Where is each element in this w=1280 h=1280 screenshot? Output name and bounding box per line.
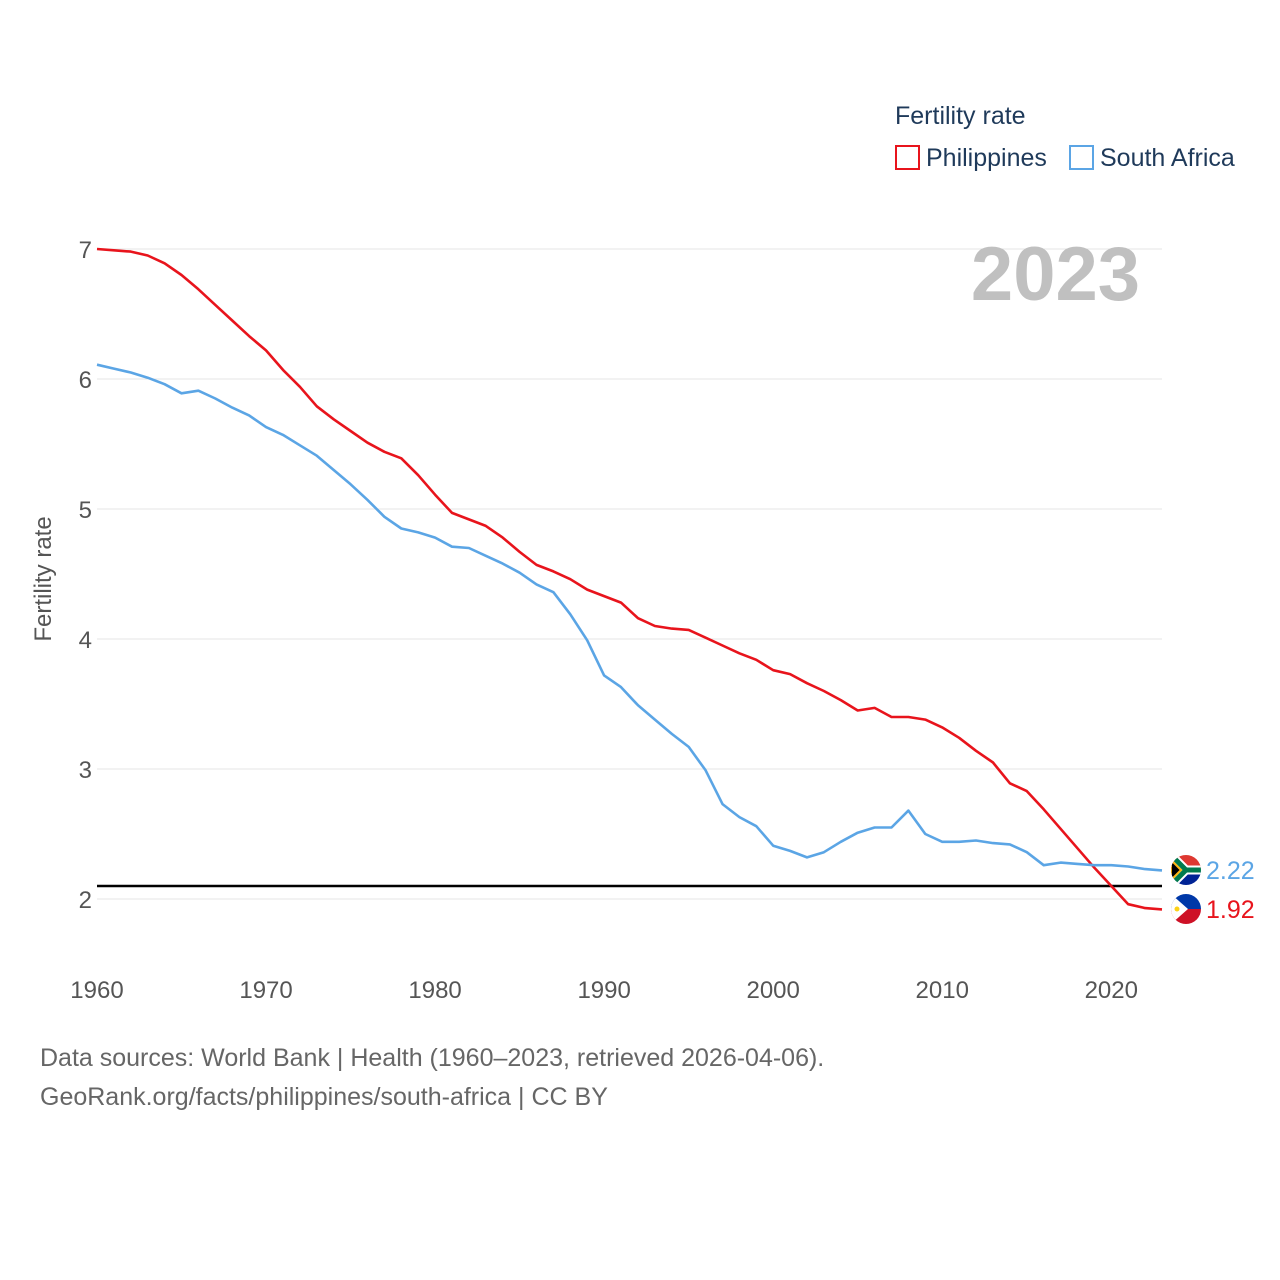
x-tick-label: 1990 <box>577 977 630 1004</box>
x-tick-label: 1980 <box>408 977 461 1004</box>
year-label: 2023 <box>971 232 1140 317</box>
x-tick-label: 2000 <box>746 977 799 1004</box>
flag-south-africa-icon <box>1171 855 1201 885</box>
legend-swatch-south-africa <box>1069 145 1094 170</box>
grid-lines <box>97 248 1162 900</box>
line-chart: 2 3 4 5 6 7 1960 1970 1980 1990 2000 2010 2020 Fert… <box>30 102 1255 1004</box>
y-axis-ticks: 2 3 4 5 6 7 <box>79 237 92 914</box>
y-tick-label: 5 <box>79 497 92 524</box>
legend-entry-south-africa: South Africa <box>1100 144 1235 172</box>
legend-swatch-philippines <box>895 145 920 170</box>
series-lines <box>96 247 1163 911</box>
y-axis-label: Fertility rate <box>30 516 57 641</box>
footer-source: Data sources: World Bank | Health (1960–… <box>40 1044 825 1072</box>
legend: Fertility rate Philippines South Africa <box>895 102 1235 172</box>
footer-link: GeoRank.org/facts/philippines/south-afri… <box>40 1083 608 1111</box>
x-tick-label: 1970 <box>239 977 292 1004</box>
end-label-south-africa: 2.22 <box>1206 857 1255 885</box>
end-label-philippines: 1.92 <box>1206 896 1255 924</box>
legend-entry-philippines: Philippines <box>926 144 1047 172</box>
x-tick-label: 1960 <box>70 977 123 1004</box>
y-tick-label: 2 <box>79 887 92 914</box>
x-tick-label: 2020 <box>1085 977 1138 1004</box>
y-tick-label: 7 <box>79 237 92 264</box>
y-tick-label: 4 <box>79 627 92 654</box>
legend-title: Fertility rate <box>895 102 1026 130</box>
series-line-philippines <box>96 247 1163 911</box>
y-tick-label: 6 <box>79 367 92 394</box>
series-line-south-africa <box>96 363 1163 872</box>
end-markers: 1.92 2.22 <box>1171 855 1255 924</box>
y-tick-label: 3 <box>79 757 92 784</box>
x-tick-label: 2010 <box>916 977 969 1004</box>
x-axis-ticks: 1960 1970 1980 1990 2000 2010 2020 <box>70 977 1138 1004</box>
flag-philippines-icon <box>1171 894 1201 924</box>
